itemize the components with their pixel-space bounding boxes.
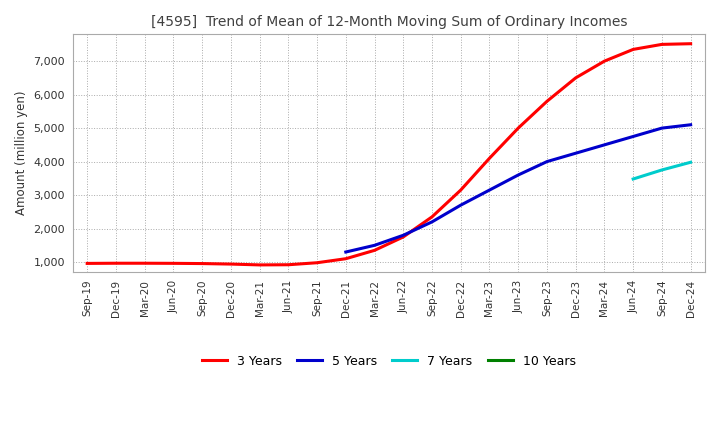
5 Years xyxy=(543,159,552,164)
Line: 7 Years: 7 Years xyxy=(633,162,690,179)
3 Years xyxy=(256,262,264,268)
3 Years xyxy=(399,235,408,240)
3 Years xyxy=(140,260,149,266)
3 Years xyxy=(657,42,666,47)
3 Years xyxy=(227,261,235,267)
5 Years xyxy=(514,172,523,178)
3 Years xyxy=(112,260,120,266)
3 Years xyxy=(341,256,350,261)
3 Years xyxy=(312,260,321,265)
5 Years xyxy=(341,249,350,255)
5 Years xyxy=(428,219,436,224)
3 Years xyxy=(83,261,91,266)
3 Years xyxy=(428,214,436,220)
3 Years xyxy=(169,260,178,266)
7 Years xyxy=(686,160,695,165)
5 Years xyxy=(485,187,494,193)
Title: [4595]  Trend of Mean of 12-Month Moving Sum of Ordinary Incomes: [4595] Trend of Mean of 12-Month Moving … xyxy=(150,15,627,29)
5 Years xyxy=(629,134,637,139)
3 Years xyxy=(629,47,637,52)
7 Years xyxy=(629,176,637,182)
3 Years xyxy=(600,59,608,64)
3 Years xyxy=(686,41,695,46)
5 Years xyxy=(456,202,465,208)
3 Years xyxy=(543,99,552,104)
3 Years xyxy=(370,248,379,253)
3 Years xyxy=(572,75,580,81)
5 Years xyxy=(399,233,408,238)
7 Years xyxy=(657,167,666,172)
3 Years xyxy=(514,125,523,131)
3 Years xyxy=(284,262,292,268)
Line: 5 Years: 5 Years xyxy=(346,125,690,252)
3 Years xyxy=(485,156,494,161)
Line: 3 Years: 3 Years xyxy=(87,44,690,265)
Y-axis label: Amount (million yen): Amount (million yen) xyxy=(15,91,28,216)
5 Years xyxy=(572,150,580,156)
Legend: 3 Years, 5 Years, 7 Years, 10 Years: 3 Years, 5 Years, 7 Years, 10 Years xyxy=(197,350,580,373)
5 Years xyxy=(657,125,666,131)
5 Years xyxy=(686,122,695,128)
3 Years xyxy=(456,187,465,193)
3 Years xyxy=(198,261,207,266)
5 Years xyxy=(600,142,608,147)
5 Years xyxy=(370,243,379,248)
